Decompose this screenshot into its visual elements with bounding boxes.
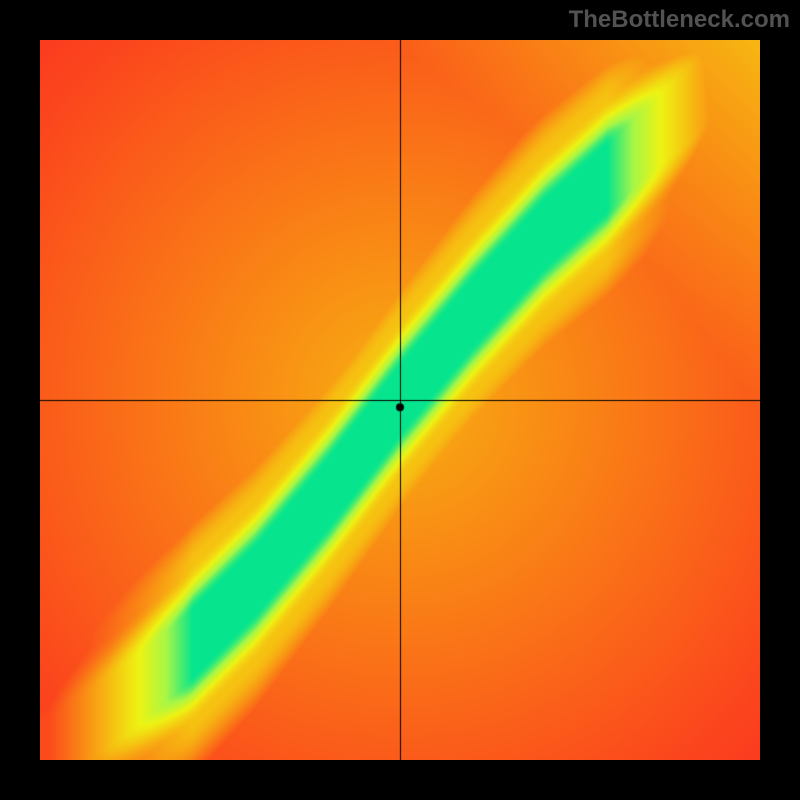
- chart-container: TheBottleneck.com: [0, 0, 800, 800]
- watermark-label: TheBottleneck.com: [569, 6, 790, 34]
- bottleneck-heatmap: [40, 40, 760, 760]
